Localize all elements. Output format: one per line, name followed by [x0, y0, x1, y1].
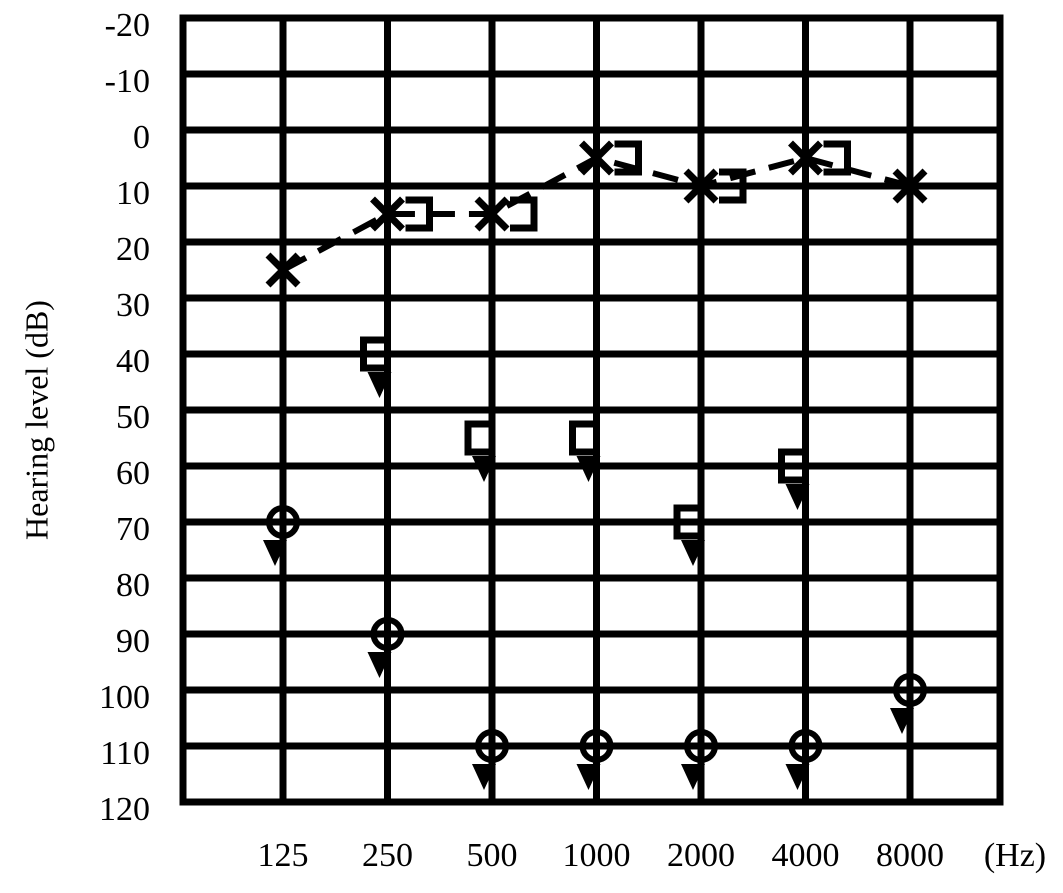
marker-bracket-right [614, 140, 642, 176]
x-tick-label: 2000 [667, 837, 735, 874]
marker-bracket-right [719, 168, 747, 204]
x-tick-label: 1000 [563, 837, 631, 874]
marker-bracket-left [778, 448, 810, 510]
y-tick-label: -10 [105, 63, 150, 100]
y-axis-label: Hearing level (dB) [18, 300, 54, 540]
x-tick-label: 8000 [876, 837, 944, 874]
y-tick-label: 60 [116, 455, 150, 492]
marker-circle [472, 729, 509, 790]
x-unit-label: (Hz) [984, 837, 1046, 874]
x-tick-label: 500 [467, 837, 518, 874]
y-tick-label: 30 [116, 287, 150, 324]
y-tick-label: -20 [105, 7, 150, 44]
marker-circle [785, 729, 823, 790]
y-tick-label: 110 [100, 735, 150, 772]
y-tick-label: 80 [116, 567, 150, 604]
y-tick-label: 50 [116, 399, 150, 436]
y-tick-label: 0 [133, 119, 150, 156]
marker-x [788, 140, 823, 176]
marker-x [370, 196, 405, 232]
marker-bracket-right [823, 140, 851, 176]
marker-circle [263, 505, 300, 566]
x-tick-label: 250 [362, 837, 413, 874]
x-tick-label: 125 [258, 837, 309, 874]
y-tick-label: 40 [116, 343, 150, 380]
y-tick-label: 20 [116, 231, 150, 268]
marker-bracket-right [405, 196, 433, 232]
marker-bracket-left [464, 420, 496, 482]
marker-bracket-left [360, 336, 392, 398]
marker-x [683, 168, 719, 204]
marker-bracket-left [673, 504, 705, 566]
y-tick-label: 10 [116, 175, 150, 212]
y-tick-label: 100 [99, 679, 150, 716]
marker-bracket-left [569, 420, 601, 482]
marker-circle [890, 673, 927, 734]
marker-circle [576, 729, 614, 790]
marker-x [579, 140, 614, 176]
marker-circle [681, 729, 718, 790]
marker-x [474, 196, 510, 232]
y-tick-label: 120 [99, 791, 150, 828]
y-tick-label: 90 [116, 623, 150, 660]
marker-circle [367, 617, 405, 678]
y-tick-label: 70 [116, 511, 150, 548]
marker-x [265, 252, 301, 288]
plot-frame [179, 14, 1004, 806]
x-tick-label: 4000 [772, 837, 840, 874]
marker-x [892, 168, 928, 204]
marker-bracket-right [510, 196, 538, 232]
